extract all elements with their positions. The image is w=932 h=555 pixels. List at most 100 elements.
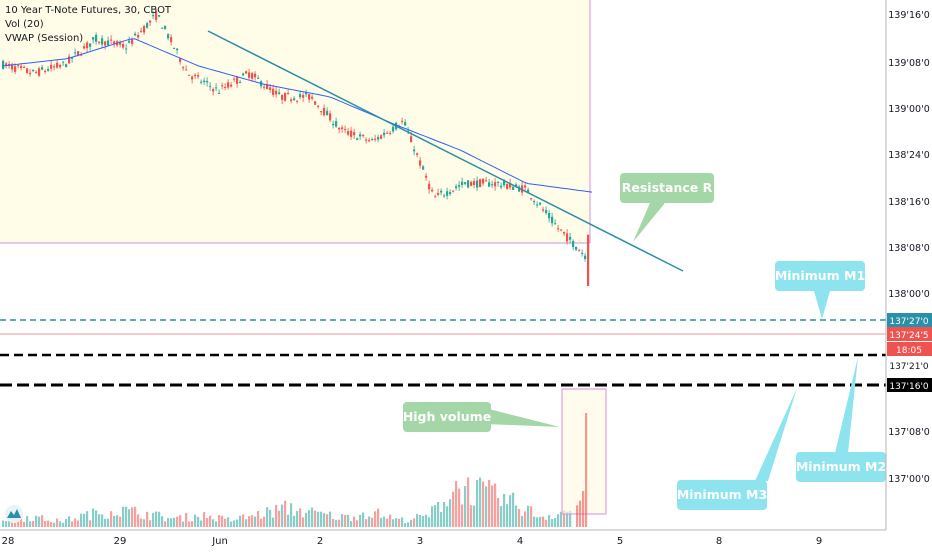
volume-bar bbox=[158, 511, 161, 527]
volume-bar bbox=[62, 522, 65, 527]
volume-bar bbox=[500, 506, 503, 527]
candle-body bbox=[107, 40, 110, 46]
volume-bar bbox=[542, 516, 545, 527]
candle-body bbox=[191, 76, 194, 80]
volume-bar bbox=[329, 511, 332, 527]
candle-body bbox=[368, 140, 371, 142]
candle-body bbox=[581, 252, 584, 254]
candle-body bbox=[203, 80, 206, 83]
volume-bar bbox=[362, 512, 365, 527]
volume-bar bbox=[140, 518, 143, 527]
volume-bar bbox=[560, 511, 563, 527]
volume-bar bbox=[17, 518, 20, 527]
candle-body bbox=[509, 183, 512, 188]
volume-bar bbox=[458, 488, 461, 527]
callout-minimum-m2-label: Minimum M2 bbox=[796, 459, 886, 474]
volume-bar bbox=[518, 509, 521, 527]
volume-series bbox=[2, 477, 572, 527]
candle-body bbox=[365, 139, 368, 141]
volume-bar bbox=[425, 514, 428, 527]
volume-bar bbox=[341, 514, 344, 527]
candle-body bbox=[275, 90, 278, 95]
candle-body bbox=[332, 123, 335, 126]
candle-body bbox=[251, 73, 254, 79]
candle-body bbox=[401, 120, 404, 122]
volume-bar bbox=[176, 516, 179, 527]
y-tick-label: 138'08'0 bbox=[888, 243, 930, 254]
resistance-trendline[interactable] bbox=[207, 30, 684, 272]
volume-bar bbox=[41, 515, 44, 527]
candle-body bbox=[197, 75, 200, 77]
candle-body bbox=[233, 78, 236, 80]
volume-bar bbox=[38, 516, 41, 527]
candle-body bbox=[317, 105, 320, 107]
volume-bar bbox=[503, 493, 506, 527]
price-badge-m1-text: 137'27'0 bbox=[889, 317, 929, 327]
volume-bar bbox=[215, 521, 218, 527]
candle-body bbox=[470, 181, 473, 186]
candle-body bbox=[299, 94, 302, 98]
volume-bar bbox=[521, 516, 524, 527]
candle-body bbox=[245, 71, 248, 74]
volume-bar bbox=[152, 512, 155, 527]
candle-body bbox=[134, 33, 137, 36]
candle-body bbox=[404, 122, 407, 126]
candle-body bbox=[578, 250, 581, 252]
price-badge-m3: 137'16'0 bbox=[887, 378, 932, 392]
candle-body bbox=[473, 181, 476, 186]
candle-body bbox=[143, 26, 146, 33]
candle-body bbox=[419, 160, 422, 166]
candle-body bbox=[62, 61, 65, 63]
volume-bar bbox=[467, 477, 470, 527]
volume-bar bbox=[410, 519, 413, 527]
chart-legend: 10 Year T-Note Futures, 30, CBOT Vol (20… bbox=[5, 4, 171, 46]
candle-body bbox=[293, 98, 296, 100]
volume-bar bbox=[320, 511, 323, 527]
volume-bar bbox=[224, 518, 227, 527]
candle-body bbox=[320, 111, 323, 113]
callout-minimum-m3[interactable]: Minimum M3 bbox=[677, 388, 797, 510]
callout-minimum-m1-label: Minimum M1 bbox=[775, 268, 865, 283]
candle-body bbox=[350, 130, 353, 137]
candle-body bbox=[77, 51, 80, 56]
callout-high-volume[interactable]: High volume bbox=[403, 402, 560, 432]
candle-body bbox=[224, 86, 227, 88]
callout-minimum-m2[interactable]: Minimum M2 bbox=[796, 357, 886, 482]
volume-bar bbox=[515, 505, 518, 527]
candle-body bbox=[341, 127, 344, 130]
candle-body bbox=[71, 57, 74, 59]
callout-minimum-m1-pointer bbox=[814, 291, 830, 319]
candle-body bbox=[185, 69, 188, 71]
candle-body bbox=[128, 40, 131, 43]
candle-body bbox=[74, 52, 77, 54]
volume-bar bbox=[347, 514, 350, 527]
candle-body bbox=[353, 132, 356, 136]
highlight-region bbox=[0, 0, 590, 243]
callout-minimum-m3-label: Minimum M3 bbox=[677, 487, 767, 502]
x-tick-label: 29 bbox=[114, 536, 127, 547]
time-axis[interactable]: 28 29 Jun 2 3 4 5 8 9 bbox=[0, 529, 886, 547]
volume-bar bbox=[311, 507, 314, 527]
candle-body bbox=[476, 180, 479, 188]
symbol-title[interactable]: 10 Year T-Note Futures, 30, CBOT bbox=[5, 5, 172, 16]
candle-body bbox=[551, 216, 554, 224]
volume-bar bbox=[356, 520, 359, 527]
price-badge-current-text: 137'24'5 bbox=[889, 331, 928, 341]
candle-body bbox=[248, 72, 251, 78]
callout-minimum-m1[interactable]: Minimum M1 bbox=[775, 261, 865, 319]
callout-high-volume-label: High volume bbox=[403, 409, 491, 424]
price-axis[interactable]: 139'16'0 139'08'0 139'00'0 138'24'0 138'16'0… bbox=[885, 0, 932, 530]
volume-bar bbox=[566, 511, 569, 527]
candle-body bbox=[491, 184, 494, 186]
indicator-vwap-label[interactable]: VWAP (Session) bbox=[5, 33, 84, 44]
candle-body bbox=[86, 42, 89, 49]
indicator-volume-label[interactable]: Vol (20) bbox=[5, 19, 44, 30]
candle-body bbox=[263, 86, 266, 88]
volume-bar bbox=[134, 506, 137, 527]
volume-bar bbox=[470, 505, 473, 527]
volume-bar bbox=[455, 481, 458, 527]
callout-resistance[interactable]: Resistance R bbox=[620, 173, 714, 242]
volume-bar bbox=[194, 514, 197, 527]
y-tick-label: 137'00'0 bbox=[888, 474, 930, 485]
